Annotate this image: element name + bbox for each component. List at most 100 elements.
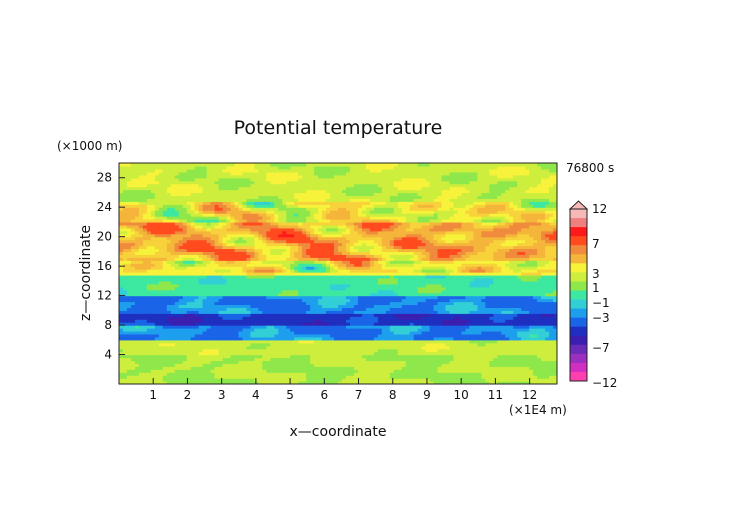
heatmap-cell [457, 378, 463, 382]
heatmap-cell [274, 348, 279, 353]
heatmap-cell [282, 357, 287, 362]
heatmap-cell [353, 369, 359, 373]
heatmap-cell [338, 251, 343, 255]
heatmap-cell [413, 369, 419, 373]
heatmap-cell [545, 336, 550, 341]
heatmap-cell [393, 269, 399, 273]
heatmap-cell [413, 345, 419, 350]
heatmap-cell [489, 328, 494, 332]
heatmap-cell [174, 277, 180, 282]
heatmap-cell [330, 348, 335, 353]
heatmap-cell [417, 254, 423, 258]
heatmap-cell [242, 257, 248, 261]
heatmap-cell [262, 257, 267, 261]
heatmap-cell [130, 316, 136, 320]
heatmap-cell [250, 274, 255, 279]
heatmap-cell [230, 369, 236, 373]
heatmap-cell [413, 328, 419, 332]
heatmap-cell [409, 348, 415, 353]
heatmap-cell [425, 372, 431, 376]
heatmap-cell [385, 257, 391, 261]
heatmap-cell [270, 357, 275, 362]
heatmap-cell [525, 366, 530, 370]
heatmap-cell [481, 342, 486, 347]
heatmap-cell [282, 304, 287, 308]
heatmap-cell [353, 280, 359, 285]
heatmap-cell [417, 363, 423, 367]
heatmap-cell [497, 257, 502, 261]
heatmap-cell [513, 325, 518, 329]
heatmap-cell [453, 257, 459, 261]
heatmap-cell [142, 272, 148, 276]
heatmap-cell [425, 289, 431, 294]
heatmap-cell [517, 277, 522, 282]
heatmap-cell [318, 277, 323, 282]
heatmap-cell [126, 369, 132, 373]
heatmap-cell [130, 372, 136, 376]
heatmap-cell [529, 354, 534, 359]
heatmap-cell [198, 251, 204, 255]
heatmap-cell [154, 342, 160, 347]
heatmap-cell [361, 269, 367, 273]
heatmap-cell [461, 274, 467, 279]
heatmap-cell [369, 289, 375, 294]
heatmap-cell [521, 357, 526, 362]
heatmap-cell [525, 328, 530, 332]
heatmap-cell [314, 310, 319, 314]
heatmap-cell [433, 322, 439, 326]
heatmap-cell [314, 328, 319, 332]
heatmap-cell [170, 274, 176, 279]
heatmap-cell [310, 257, 315, 261]
heatmap-cell [545, 381, 550, 384]
heatmap-cell [525, 351, 530, 356]
heatmap-cell [314, 369, 319, 373]
heatmap-cell [465, 378, 470, 382]
heatmap-cell [513, 292, 518, 297]
heatmap-cell [457, 325, 463, 329]
heatmap-cell [385, 372, 391, 376]
heatmap-cell [282, 381, 287, 384]
heatmap-cell [345, 292, 351, 297]
heatmap-cell [322, 263, 327, 267]
heatmap-cell [501, 269, 506, 273]
heatmap-cell [130, 248, 136, 252]
heatmap-cell [210, 289, 216, 294]
heatmap-cell [122, 319, 128, 323]
heatmap-cell [206, 348, 212, 353]
heatmap-cell [230, 280, 236, 285]
heatmap-cell [310, 260, 315, 264]
heatmap-cell [210, 345, 216, 350]
heatmap-cell [529, 266, 534, 270]
heatmap-cell [306, 357, 311, 362]
heatmap-cell [545, 357, 550, 362]
heatmap-cell [234, 307, 240, 311]
heatmap-cell [322, 336, 327, 341]
heatmap-cell [122, 283, 128, 288]
heatmap-cell [266, 375, 271, 379]
heatmap-cell [230, 348, 236, 353]
heatmap-cell [553, 289, 557, 294]
heatmap-cell [126, 272, 132, 276]
heatmap-cell [489, 263, 494, 267]
heatmap-cell [194, 330, 200, 335]
heatmap-cell [178, 307, 184, 311]
heatmap-cell [154, 274, 160, 279]
heatmap-cell [345, 348, 351, 353]
heatmap-cell [254, 345, 259, 350]
heatmap-cell [198, 378, 204, 382]
heatmap-cell [545, 354, 550, 359]
heatmap-cell [369, 310, 375, 314]
heatmap-cell [405, 269, 411, 273]
heatmap-cell [533, 272, 538, 276]
heatmap-cell [437, 304, 443, 308]
heatmap-cell [226, 345, 232, 350]
heatmap-cell [445, 345, 451, 350]
heatmap-cell [513, 333, 518, 338]
heatmap-cell [202, 316, 208, 320]
heatmap-cell [130, 325, 136, 329]
heatmap-cell [222, 319, 228, 323]
heatmap-cell [206, 298, 212, 303]
heatmap-cell [322, 301, 327, 306]
heatmap-cell [365, 333, 371, 338]
heatmap-cell [405, 381, 411, 384]
